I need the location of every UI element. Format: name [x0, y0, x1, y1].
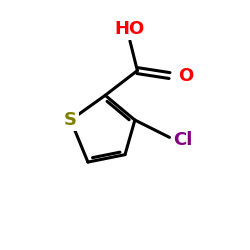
Text: HO: HO — [115, 20, 145, 38]
Text: Cl: Cl — [173, 131, 193, 149]
Text: O: O — [178, 66, 194, 84]
Text: S: S — [64, 111, 77, 129]
